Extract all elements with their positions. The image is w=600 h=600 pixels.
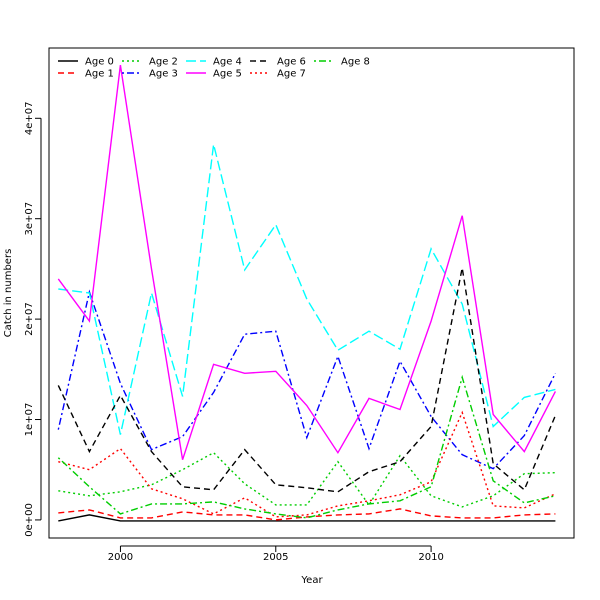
y-tick-label: 2e+07 <box>24 302 35 336</box>
legend-label: Age 0 <box>85 57 114 68</box>
y-tick-label: 0e+00 <box>24 503 35 537</box>
series-line-age-2 <box>58 451 556 508</box>
legend-label: Age 8 <box>341 57 370 68</box>
y-axis: 0e+00 1e+07 2e+07 3e+07 4e+07 <box>24 101 42 537</box>
series-line-age-1 <box>58 508 556 521</box>
series-layer <box>57 64 557 522</box>
legend-label: Age 1 <box>85 69 114 80</box>
legend-label: Age 6 <box>277 57 306 68</box>
plot-frame <box>48 47 575 539</box>
legend-label: Age 3 <box>149 69 178 80</box>
legend-label: Age 7 <box>277 69 306 80</box>
y-tick-label: 1e+07 <box>24 403 35 437</box>
series-line-age-5 <box>57 64 557 460</box>
legend-label: Age 4 <box>213 57 242 68</box>
x-tick-label: 2000 <box>108 552 133 563</box>
legend-label: Age 5 <box>213 69 242 80</box>
y-tick-label: 4e+07 <box>24 101 35 135</box>
series-line-age-8 <box>57 374 556 519</box>
y-axis-title: Catch in numbers <box>3 249 14 338</box>
series-line-age-4 <box>58 144 556 435</box>
x-axis: 2000 2005 2010 <box>108 545 444 563</box>
x-axis-title: Year <box>300 575 323 586</box>
x-tick-label: 2010 <box>418 552 443 563</box>
y-tick-label: 3e+07 <box>24 202 35 236</box>
series-line-age-7 <box>58 410 556 518</box>
series-line-age-0 <box>58 514 556 522</box>
series-line-age-6 <box>57 267 557 493</box>
legend-label: Age 2 <box>149 57 178 68</box>
x-tick-label: 2005 <box>263 552 288 563</box>
series-line-age-3 <box>57 289 557 470</box>
